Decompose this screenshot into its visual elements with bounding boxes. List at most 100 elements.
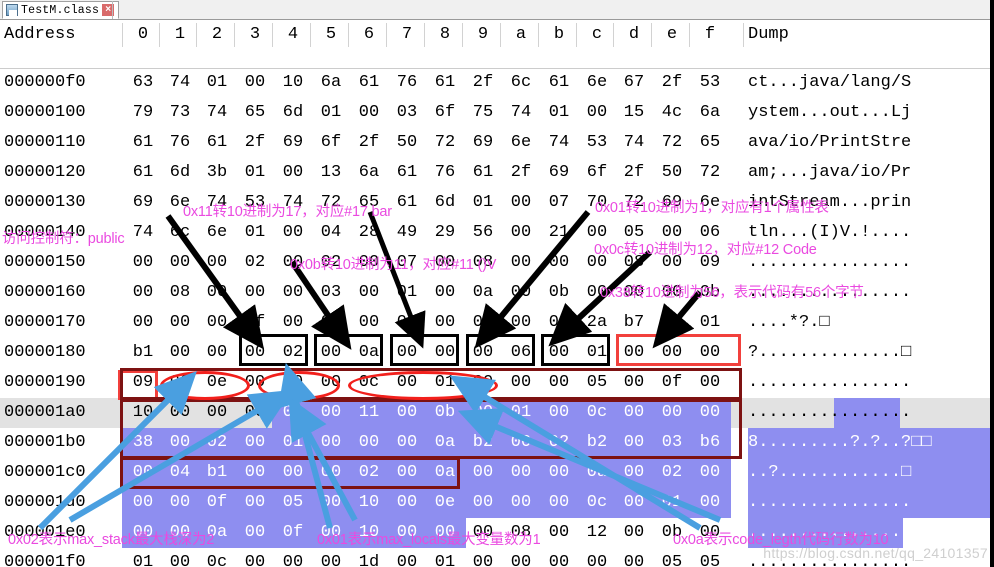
hex-byte[interactable]: 2f (244, 313, 266, 332)
hex-byte[interactable]: 10 (132, 403, 154, 422)
hex-row[interactable]: 00000140 74 6c 6e 01 00 04 28 49 29 56 00 21 00 05 00 06… (0, 218, 994, 248)
hex-byte[interactable]: 00 (396, 433, 418, 452)
hex-byte[interactable]: 01 (699, 313, 721, 332)
hex-byte[interactable]: 21 (548, 223, 570, 242)
hex-byte[interactable]: 70 (586, 193, 608, 212)
hex-byte[interactable]: 13 (320, 163, 342, 182)
hex-byte[interactable]: 76 (434, 163, 456, 182)
hex-byte[interactable]: 01 (434, 373, 456, 392)
hex-byte[interactable]: 00 (396, 523, 418, 542)
hex-byte[interactable]: 63 (132, 73, 154, 92)
hex-byte[interactable]: 01 (586, 343, 608, 362)
hex-byte[interactable]: 0a (472, 283, 494, 302)
hex-row[interactable]: 000001a0 10 00 00 00 01 00 11 00 0b 00 01 00 0c 00 00 00… (0, 398, 994, 428)
hex-byte[interactable]: 00 (282, 313, 304, 332)
hex-byte[interactable]: 00 (282, 463, 304, 482)
hex-byte[interactable]: 0a (206, 523, 228, 542)
hex-byte[interactable]: b7 (623, 313, 645, 332)
hex-byte[interactable]: 01 (396, 283, 418, 302)
hex-byte[interactable]: 00 (586, 553, 608, 567)
hex-byte[interactable]: 00 (699, 373, 721, 392)
hex-byte[interactable]: 6a (699, 103, 721, 122)
hex-byte[interactable]: 00 (244, 553, 266, 567)
hex-row[interactable]: 00000100 79 73 74 65 6d 01 00 03 6f 75 74 01 00 15 4c 6a… (0, 98, 994, 128)
hex-byte[interactable]: 61 (434, 73, 456, 92)
hex-byte[interactable]: 00 (510, 283, 532, 302)
hex-byte[interactable]: 01 (661, 493, 683, 512)
hex-row[interactable]: 00000120 61 6d 3b 01 00 13 6a 61 76 61 2f 69 6f 2f 50 72… (0, 158, 994, 188)
hex-byte[interactable]: 72 (434, 133, 456, 152)
hex-row[interactable]: 000001c0 00 04 b1 00 00 00 02 00 0a 00 00 00 0a 00 02 00… (0, 458, 994, 488)
hex-byte[interactable]: 69 (661, 193, 683, 212)
hex-byte[interactable]: 00 (548, 493, 570, 512)
hex-byte[interactable]: 01 (320, 313, 342, 332)
hex-byte[interactable]: 00 (661, 403, 683, 422)
hex-byte[interactable]: 00 (169, 253, 191, 272)
hex-byte[interactable]: 00 (320, 403, 342, 422)
hex-byte[interactable]: 02 (206, 433, 228, 452)
hex-byte[interactable]: 11 (358, 403, 380, 422)
hex-byte[interactable]: 03 (320, 283, 342, 302)
hex-byte[interactable]: 05 (661, 553, 683, 567)
hex-byte[interactable]: 2a (586, 313, 608, 332)
hex-byte[interactable]: 00 (206, 343, 228, 362)
hex-byte[interactable]: 1d (358, 553, 380, 567)
hex-byte[interactable]: 00 (320, 553, 342, 567)
hex-byte[interactable]: 00 (623, 493, 645, 512)
hex-byte[interactable]: 00 (510, 223, 532, 242)
hex-byte[interactable]: 50 (396, 133, 418, 152)
hex-byte[interactable]: 00 (244, 433, 266, 452)
hex-row[interactable]: 00000190 09 00 0e 00 00 00 0c 00 01 00 00 00 05 00 0f 00… (0, 368, 994, 398)
hex-byte[interactable]: 72 (661, 133, 683, 152)
hex-byte[interactable]: 00 (320, 433, 342, 452)
hex-byte[interactable]: 00 (282, 373, 304, 392)
hex-byte[interactable]: 61 (206, 133, 228, 152)
hex-row[interactable]: 000001d0 00 00 0f 00 05 00 10 00 0e 00 00 00 0c 00 01 00… (0, 488, 994, 518)
hex-byte[interactable]: 12 (586, 523, 608, 542)
hex-byte[interactable]: 0a (586, 463, 608, 482)
hex-byte[interactable]: 75 (472, 103, 494, 122)
hex-byte[interactable]: b6 (699, 433, 721, 452)
hex-byte[interactable]: 00 (169, 403, 191, 422)
hex-byte[interactable]: 00 (699, 463, 721, 482)
hex-byte[interactable]: 00 (320, 463, 342, 482)
hex-byte[interactable]: 00 (282, 223, 304, 242)
hex-byte[interactable]: 53 (586, 133, 608, 152)
hex-byte[interactable]: 00 (396, 553, 418, 567)
hex-byte[interactable]: 00 (132, 313, 154, 332)
hex-byte[interactable]: 00 (699, 343, 721, 362)
hex-byte[interactable]: 2f (623, 163, 645, 182)
hex-byte[interactable]: 00 (169, 433, 191, 452)
hex-byte[interactable]: 00 (510, 433, 532, 452)
hex-byte[interactable]: 00 (472, 313, 494, 332)
hex-byte[interactable]: 01 (244, 163, 266, 182)
hex-byte[interactable]: 74 (169, 73, 191, 92)
hex-byte[interactable]: 0b (548, 283, 570, 302)
hex-byte[interactable]: 05 (282, 493, 304, 512)
hex-byte[interactable]: 6a (320, 73, 342, 92)
hex-byte[interactable]: 61 (132, 133, 154, 152)
hex-byte[interactable]: 05 (548, 313, 570, 332)
hex-byte[interactable]: 00 (132, 253, 154, 272)
hex-byte[interactable]: 10 (358, 493, 380, 512)
hex-byte[interactable]: 00 (661, 253, 683, 272)
hex-byte[interactable]: 00 (244, 373, 266, 392)
hex-byte[interactable]: 74 (510, 103, 532, 122)
hex-byte[interactable]: 0f (282, 523, 304, 542)
hex-byte[interactable]: 00 (699, 493, 721, 512)
hex-byte[interactable]: 00 (244, 403, 266, 422)
hex-byte[interactable]: 00 (586, 103, 608, 122)
hex-byte[interactable]: 00 (434, 343, 456, 362)
hex-byte[interactable]: 2f (510, 163, 532, 182)
hex-byte[interactable]: 00 (169, 373, 191, 392)
hex-byte[interactable]: 0c (586, 493, 608, 512)
hex-byte[interactable]: 6d (169, 163, 191, 182)
hex-byte[interactable]: 10 (282, 73, 304, 92)
hex-byte[interactable]: 53 (699, 73, 721, 92)
hex-byte[interactable]: 00 (244, 493, 266, 512)
hex-row[interactable]: 00000110 61 76 61 2f 69 6f 2f 50 72 69 6e 74 53 74 72 65… (0, 128, 994, 158)
hex-byte[interactable]: 06 (699, 223, 721, 242)
hex-byte[interactable]: 00 (396, 373, 418, 392)
hex-byte[interactable]: 00 (623, 433, 645, 452)
hex-byte[interactable]: 00 (244, 343, 266, 362)
